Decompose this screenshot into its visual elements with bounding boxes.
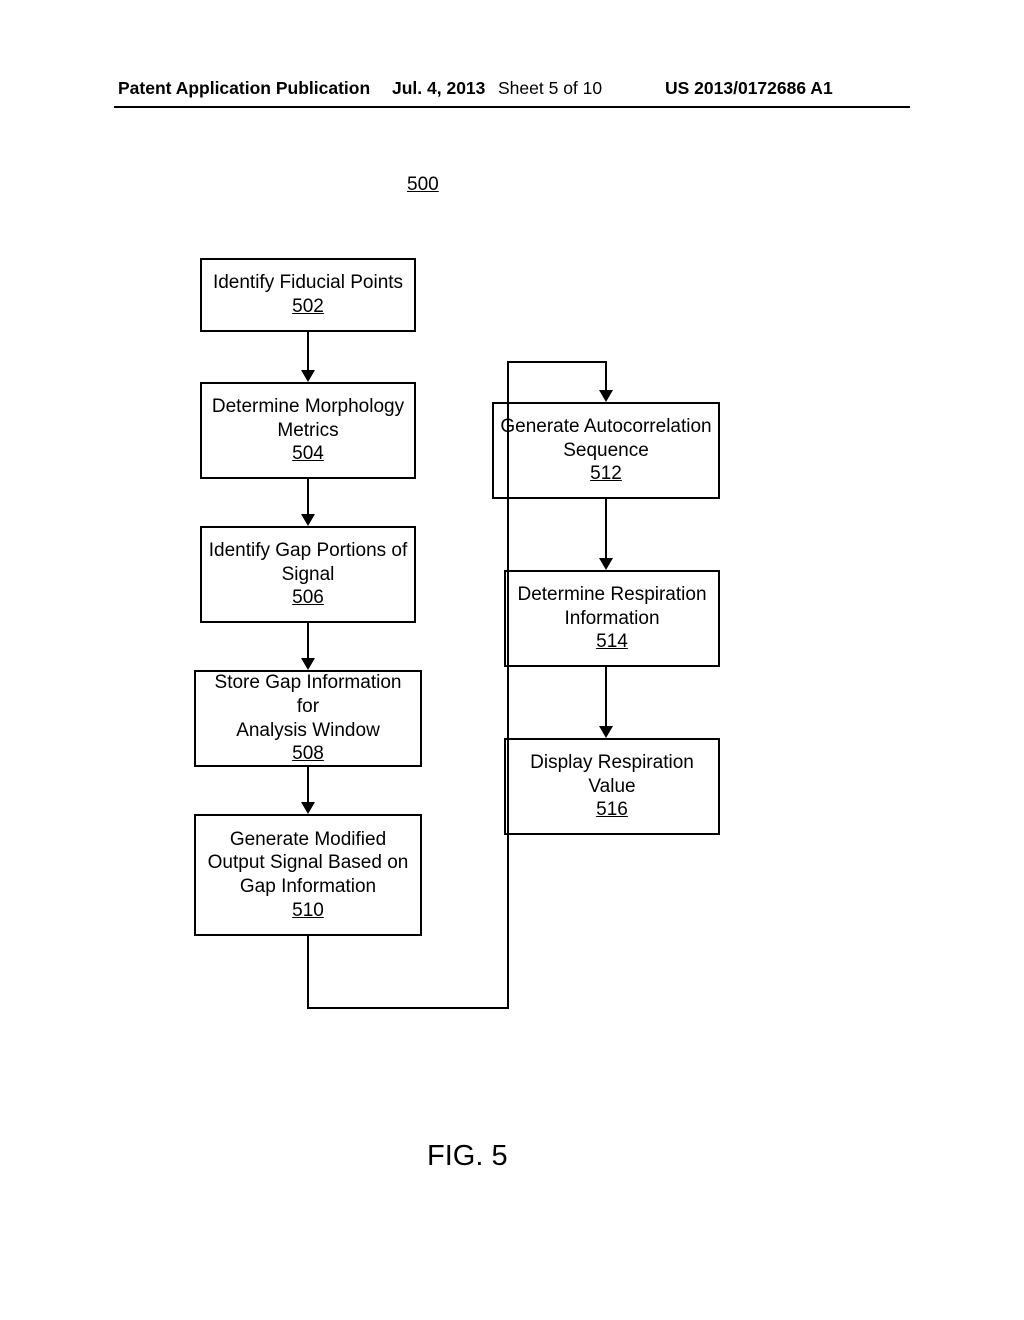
- arrowhead-icon: [301, 370, 315, 382]
- node-text: Determine Morphology: [212, 395, 404, 419]
- flowchart-node-516: Display RespirationValue516: [504, 738, 720, 835]
- flowchart-node-502: Identify Fiducial Points502: [200, 258, 416, 332]
- node-text: Gap Information: [240, 875, 376, 899]
- flowchart-node-512: Generate AutocorrelationSequence512: [492, 402, 720, 499]
- flowchart-node-504: Determine MorphologyMetrics504: [200, 382, 416, 479]
- flowchart-node-510: Generate ModifiedOutput Signal Based onG…: [194, 814, 422, 936]
- node-ref: 516: [596, 798, 628, 822]
- node-text: Analysis Window: [236, 719, 380, 743]
- page: Patent Application Publication Jul. 4, 2…: [0, 0, 1024, 1320]
- node-text: Output Signal Based on: [208, 851, 409, 875]
- node-ref: 514: [596, 630, 628, 654]
- arrowhead-icon: [301, 802, 315, 814]
- node-ref: 502: [292, 295, 324, 319]
- header-date: Jul. 4, 2013: [392, 78, 485, 99]
- node-text: Identify Fiducial Points: [213, 271, 403, 295]
- node-text: Display Respiration: [530, 751, 694, 775]
- arrowhead-icon: [301, 658, 315, 670]
- node-text: Determine Respiration: [517, 583, 706, 607]
- flowchart-node-514: Determine RespirationInformation514: [504, 570, 720, 667]
- figure-number: 500: [407, 174, 439, 196]
- flowchart-node-506: Identify Gap Portions ofSignal506: [200, 526, 416, 623]
- node-text: Metrics: [277, 419, 338, 443]
- header-rule: [114, 106, 910, 108]
- node-ref: 506: [292, 586, 324, 610]
- node-text: Sequence: [563, 439, 649, 463]
- node-ref: 508: [292, 742, 324, 766]
- arrowhead-icon: [599, 390, 613, 402]
- arrowhead-icon: [599, 726, 613, 738]
- node-text: Information: [564, 607, 659, 631]
- node-text: Identify Gap Portions of: [209, 539, 408, 563]
- arrowhead-icon: [599, 558, 613, 570]
- header-sheet: Sheet 5 of 10: [498, 78, 602, 99]
- node-text: Signal: [282, 563, 335, 587]
- flowchart-node-508: Store Gap Information forAnalysis Window…: [194, 670, 422, 767]
- node-text: Generate Autocorrelation: [500, 415, 711, 439]
- node-text: Value: [588, 775, 635, 799]
- node-text: Generate Modified: [230, 828, 386, 852]
- node-ref: 510: [292, 899, 324, 923]
- header-left: Patent Application Publication: [118, 78, 370, 99]
- node-text: Store Gap Information for: [202, 671, 414, 719]
- header-right: US 2013/0172686 A1: [665, 78, 833, 99]
- node-ref: 504: [292, 442, 324, 466]
- figure-caption: FIG. 5: [427, 1140, 508, 1173]
- node-ref: 512: [590, 462, 622, 486]
- arrowhead-icon: [301, 514, 315, 526]
